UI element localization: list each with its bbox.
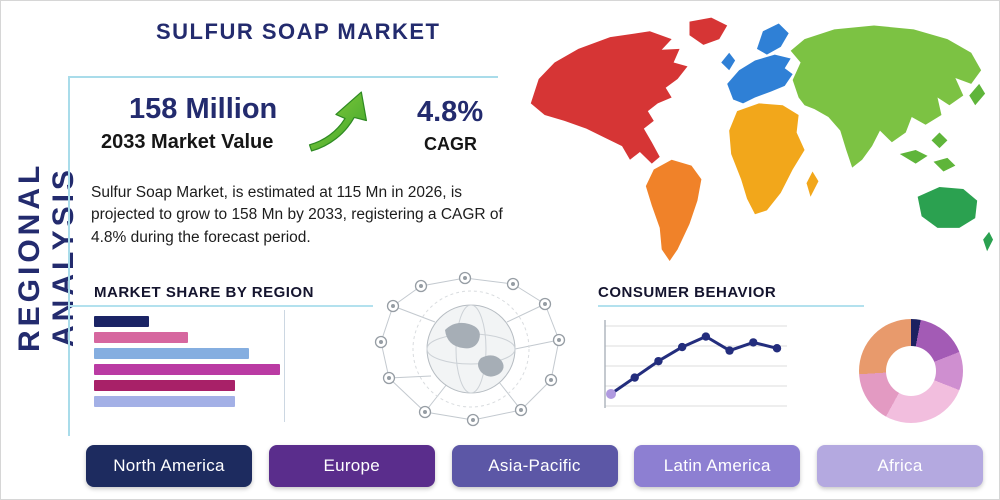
bar-region-3 xyxy=(94,348,250,359)
line-marker-1 xyxy=(606,388,616,399)
japan xyxy=(969,83,986,106)
line-marker-2 xyxy=(630,373,639,382)
region-button-europe[interactable]: Europe xyxy=(268,445,435,487)
region-button-latin-america[interactable]: Latin America xyxy=(634,445,801,487)
network-nodes xyxy=(374,271,566,427)
market-description: Sulfur Soap Market, is estimated at 115 … xyxy=(91,184,503,246)
line-marker-3 xyxy=(654,356,663,366)
continent-north-america xyxy=(530,31,688,164)
new-zealand xyxy=(983,231,994,252)
page-title: SULFUR SOAP MARKET xyxy=(156,19,441,44)
bar-region-5 xyxy=(94,380,236,391)
region-button-asia-pacific[interactable]: Asia-Pacific xyxy=(451,445,618,487)
bar-region-1 xyxy=(94,316,150,327)
cagr-label: CAGR xyxy=(424,134,477,154)
continent-europe xyxy=(727,54,793,104)
scandinavia xyxy=(756,23,789,55)
bar-region-4 xyxy=(94,364,280,375)
consumer-behavior-underline xyxy=(598,305,864,307)
line-marker-5 xyxy=(701,332,711,341)
region-button-row: North America Europe Asia-Pacific Latin … xyxy=(86,445,983,487)
bar-region-2 xyxy=(94,332,189,343)
market-value: 158 Million xyxy=(129,93,278,125)
british-isles xyxy=(721,52,736,71)
globe-network-graphic xyxy=(374,271,566,427)
continent-south-america xyxy=(645,159,702,262)
madagascar xyxy=(806,171,819,197)
line-chart-plot xyxy=(606,332,782,399)
greenland xyxy=(689,17,728,45)
bar-chart xyxy=(94,310,371,422)
continent-asia xyxy=(790,25,982,168)
cagr-value: 4.8% xyxy=(417,96,484,128)
bar-chart-gridline xyxy=(284,310,285,422)
market-share-title: MARKET SHARE BY REGION xyxy=(94,284,314,301)
donut-hole xyxy=(886,346,936,396)
line-marker-8 xyxy=(772,344,782,353)
market-value-label: 2033 Market Value xyxy=(101,131,274,153)
line-chart xyxy=(604,320,787,408)
continent-africa xyxy=(729,103,805,215)
line-marker-7 xyxy=(749,338,758,347)
donut-chart xyxy=(859,319,963,423)
region-button-north-america[interactable]: North America xyxy=(86,445,252,487)
panel-border xyxy=(68,76,498,436)
bar-region-6 xyxy=(94,396,236,407)
region-button-africa[interactable]: Africa xyxy=(817,445,983,487)
growth-arrow-icon xyxy=(304,87,376,153)
world-map xyxy=(530,17,994,262)
southeast-asia-islands xyxy=(899,132,956,172)
market-share-underline xyxy=(68,305,373,307)
continent-australia xyxy=(917,187,978,228)
consumer-behavior-title: CONSUMER BEHAVIOR xyxy=(598,284,777,301)
line-marker-6 xyxy=(725,346,734,355)
line-marker-4 xyxy=(677,342,687,352)
